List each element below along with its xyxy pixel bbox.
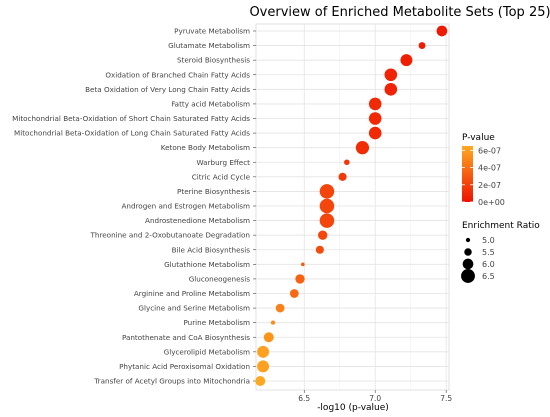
- category-label: Transfer of Acetyl Groups into Mitochond…: [93, 377, 250, 386]
- category-label: Mitochondrial Beta-Oxidation of Long Cha…: [14, 129, 250, 138]
- category-label: Citric Acid Cycle: [192, 172, 251, 181]
- category-label: Beta Oxidation of Very Long Chain Fatty …: [85, 85, 250, 94]
- data-point: [255, 375, 266, 387]
- size-legend-dot: [464, 248, 472, 256]
- enrichment-legend-label: 5.5: [482, 248, 495, 257]
- category-label: Pantothenate and CoA Biosynthesis: [122, 333, 250, 342]
- data-point: [418, 42, 426, 50]
- x-axis-title: -log10 (p-value): [317, 403, 389, 413]
- pvalue-colorbar: [462, 146, 473, 202]
- data-point: [368, 112, 382, 125]
- data-point: [257, 360, 270, 373]
- enrichment-legend: 5.0 5.5 6.0 6.5: [461, 236, 495, 283]
- category-label: Androgen and Estrogen Metabolism: [121, 202, 250, 211]
- size-legend-dot: [461, 269, 475, 283]
- data-point: [301, 262, 305, 267]
- category-label: Fatty acid Metabolism: [171, 99, 250, 108]
- pvalue-legend-label: 2e-07: [478, 181, 501, 190]
- data-point: [384, 68, 398, 82]
- size-legend-dot: [462, 258, 474, 270]
- category-label: Pterine Biosynthesis: [177, 187, 250, 196]
- category-label: Ketone Body Metabolism: [161, 143, 250, 152]
- pvalue-legend-label: 4e-07: [478, 164, 501, 173]
- category-label: Steroid Biosynthesis: [177, 56, 250, 65]
- x-tick-label: 7.5: [440, 394, 452, 403]
- category-label: Phytanic Acid Peroxisomal Oxidation: [119, 362, 250, 371]
- data-point: [295, 274, 305, 284]
- plot-panel: [255, 23, 450, 391]
- data-point: [368, 97, 382, 111]
- data-point: [355, 141, 370, 155]
- data-point: [436, 25, 448, 37]
- data-point: [257, 345, 270, 358]
- enrichment-legend-label: 6.5: [482, 272, 495, 281]
- x-tick-label: 6.5: [298, 394, 310, 403]
- category-label: Androstenedione Metabolism: [145, 216, 250, 225]
- category-label: Mitochondrial Beta-Oxidation of Short Ch…: [12, 114, 250, 123]
- data-point: [400, 54, 413, 67]
- x-tick-label: 7.0: [369, 394, 381, 403]
- data-point: [384, 83, 398, 96]
- category-label: Pyruvate Metabolism: [174, 27, 250, 36]
- pvalue-legend-title: P-value: [462, 133, 495, 143]
- grid-lines: [256, 24, 449, 390]
- category-label: Purine Metabolism: [183, 318, 250, 327]
- enrichment-legend-title: Enrichment Ratio: [462, 221, 540, 231]
- chart-title: Overview of Enriched Metabolite Sets (To…: [249, 5, 550, 20]
- category-label: Warburg Effect: [197, 158, 251, 167]
- size-legend-dot: [465, 237, 471, 243]
- enrichment-legend-label: 5.0: [482, 236, 495, 245]
- data-point: [289, 289, 299, 298]
- data-point: [270, 320, 276, 325]
- data-point: [315, 245, 324, 254]
- data-point: [368, 126, 382, 140]
- category-label: Glutamate Metabolism: [168, 41, 250, 50]
- category-label: Glycine and Serine Metabolism: [138, 304, 250, 313]
- category-label: Gluconeogenesis: [189, 274, 251, 283]
- category-label: Glycerolipid Metabolism: [164, 347, 250, 356]
- data-point: [319, 198, 335, 214]
- category-label: Glutathione Metabolism: [164, 260, 250, 269]
- pvalue-legend-label: 0e+00: [478, 198, 505, 207]
- data-point: [275, 303, 285, 313]
- category-labels: Pyruvate Metabolism Glutamate Metabolism S…: [12, 27, 256, 386]
- data-point: [319, 213, 335, 228]
- data-point: [263, 332, 274, 343]
- data-point: [317, 230, 328, 240]
- data-points: [255, 25, 448, 387]
- pvalue-legend-label: 6e-07: [478, 146, 501, 155]
- category-label: Arginine and Proline Metabolism: [134, 289, 250, 298]
- category-label: Bile Acid Biosynthesis: [172, 245, 251, 254]
- data-point: [338, 172, 347, 181]
- x-axis-ticks: 6.5 7.0 7.5: [298, 390, 452, 403]
- category-label: Threonine and 2-Oxobutanoate Degradation: [90, 231, 250, 240]
- category-label: Oxidation of Branched Chain Fatty Acids: [105, 70, 250, 79]
- data-point: [344, 159, 350, 166]
- enrichment-legend-label: 6.0: [482, 260, 495, 269]
- data-point: [319, 184, 335, 199]
- pvalue-legend-labels: 6e-07 4e-07 2e-07 0e+00: [462, 146, 505, 207]
